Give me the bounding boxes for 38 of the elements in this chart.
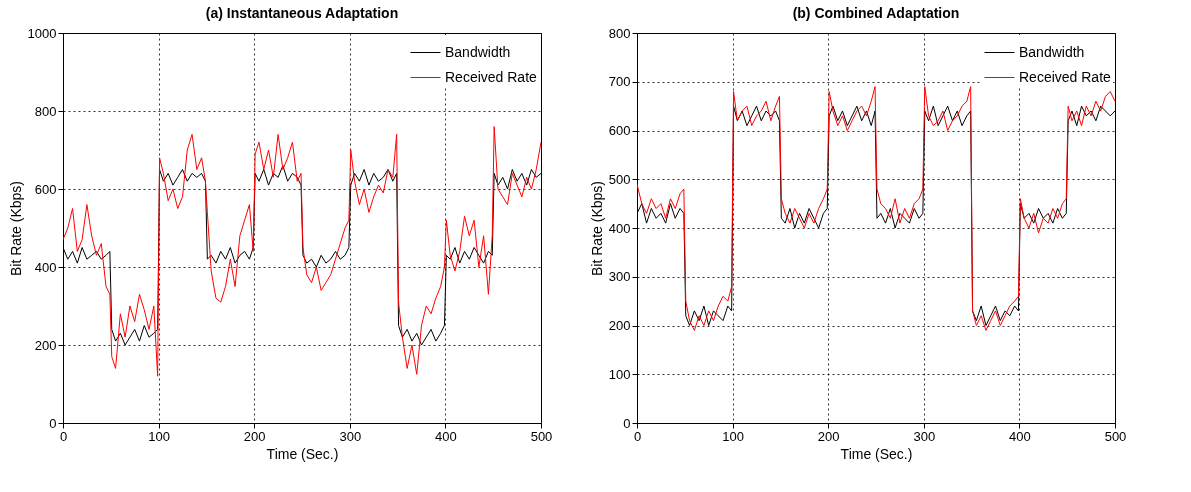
x-tick-label: 100 [722, 428, 744, 444]
y-tick-label: 700 [608, 74, 631, 90]
y-tick-label: 600 [608, 123, 631, 138]
legend-label: Received Rate [1019, 68, 1112, 85]
x-tick-label: 200 [243, 428, 266, 444]
y-tick-label: 0 [623, 415, 631, 431]
y-tick-label: 400 [608, 220, 631, 236]
x-tick-label: 300 [339, 428, 362, 444]
y-tick-label: 300 [608, 269, 631, 285]
y-tick-label: 200 [34, 337, 57, 353]
x-tick-label: 400 [1009, 428, 1031, 444]
legend-label: Bandwidth [445, 43, 511, 60]
y-tick-label: 800 [34, 103, 57, 119]
y-tick-label: 800 [608, 25, 631, 41]
x-tick-label: 0 [633, 428, 642, 444]
x-tick-label: 300 [913, 428, 936, 444]
legend-label: Received Rate [445, 68, 538, 85]
x-tick-label: 500 [1104, 428, 1127, 444]
y-tick-label: 200 [608, 318, 631, 333]
x-tick-label: 0 [59, 428, 68, 444]
y-tick-label: 0 [49, 415, 57, 431]
line-series [63, 126, 541, 377]
y-tick-label: 100 [608, 366, 631, 382]
y-axis-title: Bit Rate (Kbps) [588, 181, 605, 276]
y-tick-label: 500 [608, 171, 631, 187]
x-tick-label: 400 [435, 428, 457, 444]
x-tick-label: 100 [148, 428, 170, 444]
y-tick-label: 600 [34, 181, 57, 197]
x-axis-title: Time (Sec.) [840, 445, 913, 462]
chart-title: (b) Combined Adaptation [792, 5, 960, 21]
chart-title: (a) Instantaneous Adaptation [205, 5, 399, 21]
y-tick-label: 400 [34, 259, 57, 275]
y-axis-title: Bit Rate (Kbps) [7, 181, 24, 276]
y-tick-label: 1000 [27, 25, 57, 41]
x-tick-label: 500 [530, 428, 553, 444]
x-axis-title: Time (Sec.) [266, 445, 339, 462]
x-tick-label: 200 [817, 428, 840, 444]
legend-label: Bandwidth [1019, 43, 1085, 60]
